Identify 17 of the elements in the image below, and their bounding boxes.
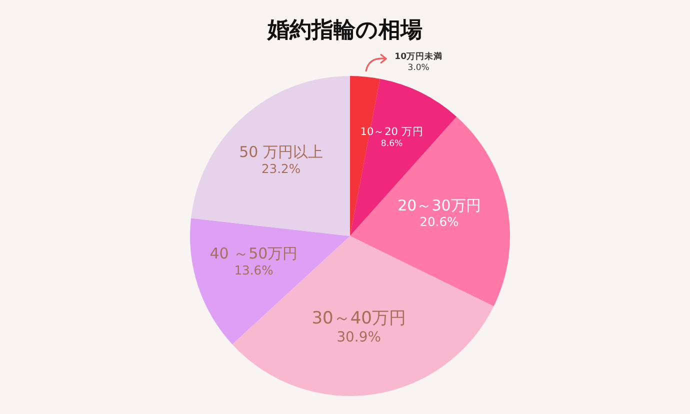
data-label: 20.6% (420, 215, 459, 230)
slice-label: 40 ～50万円 (210, 244, 298, 263)
chart-title: 婚約指輪の相場 (266, 17, 424, 45)
data-label: 13.6% (234, 263, 274, 278)
slice-label: 30～40万円 (312, 308, 406, 328)
slice-label: 10～20 万円 (360, 126, 424, 138)
data-label: 8.6% (380, 138, 403, 149)
pie-slice (232, 236, 494, 396)
pie-slice (190, 76, 350, 236)
slice-label: 50 万円以上 (239, 143, 323, 162)
pie-slice (350, 76, 380, 236)
data-label: 3.0% (408, 63, 430, 73)
slice-label: 10万円未満 (394, 51, 443, 62)
data-label: 30.9% (336, 329, 381, 346)
pie-slice (350, 116, 510, 306)
slice-label: 20～30万円 (398, 196, 481, 214)
data-label: 23.2% (261, 162, 301, 176)
